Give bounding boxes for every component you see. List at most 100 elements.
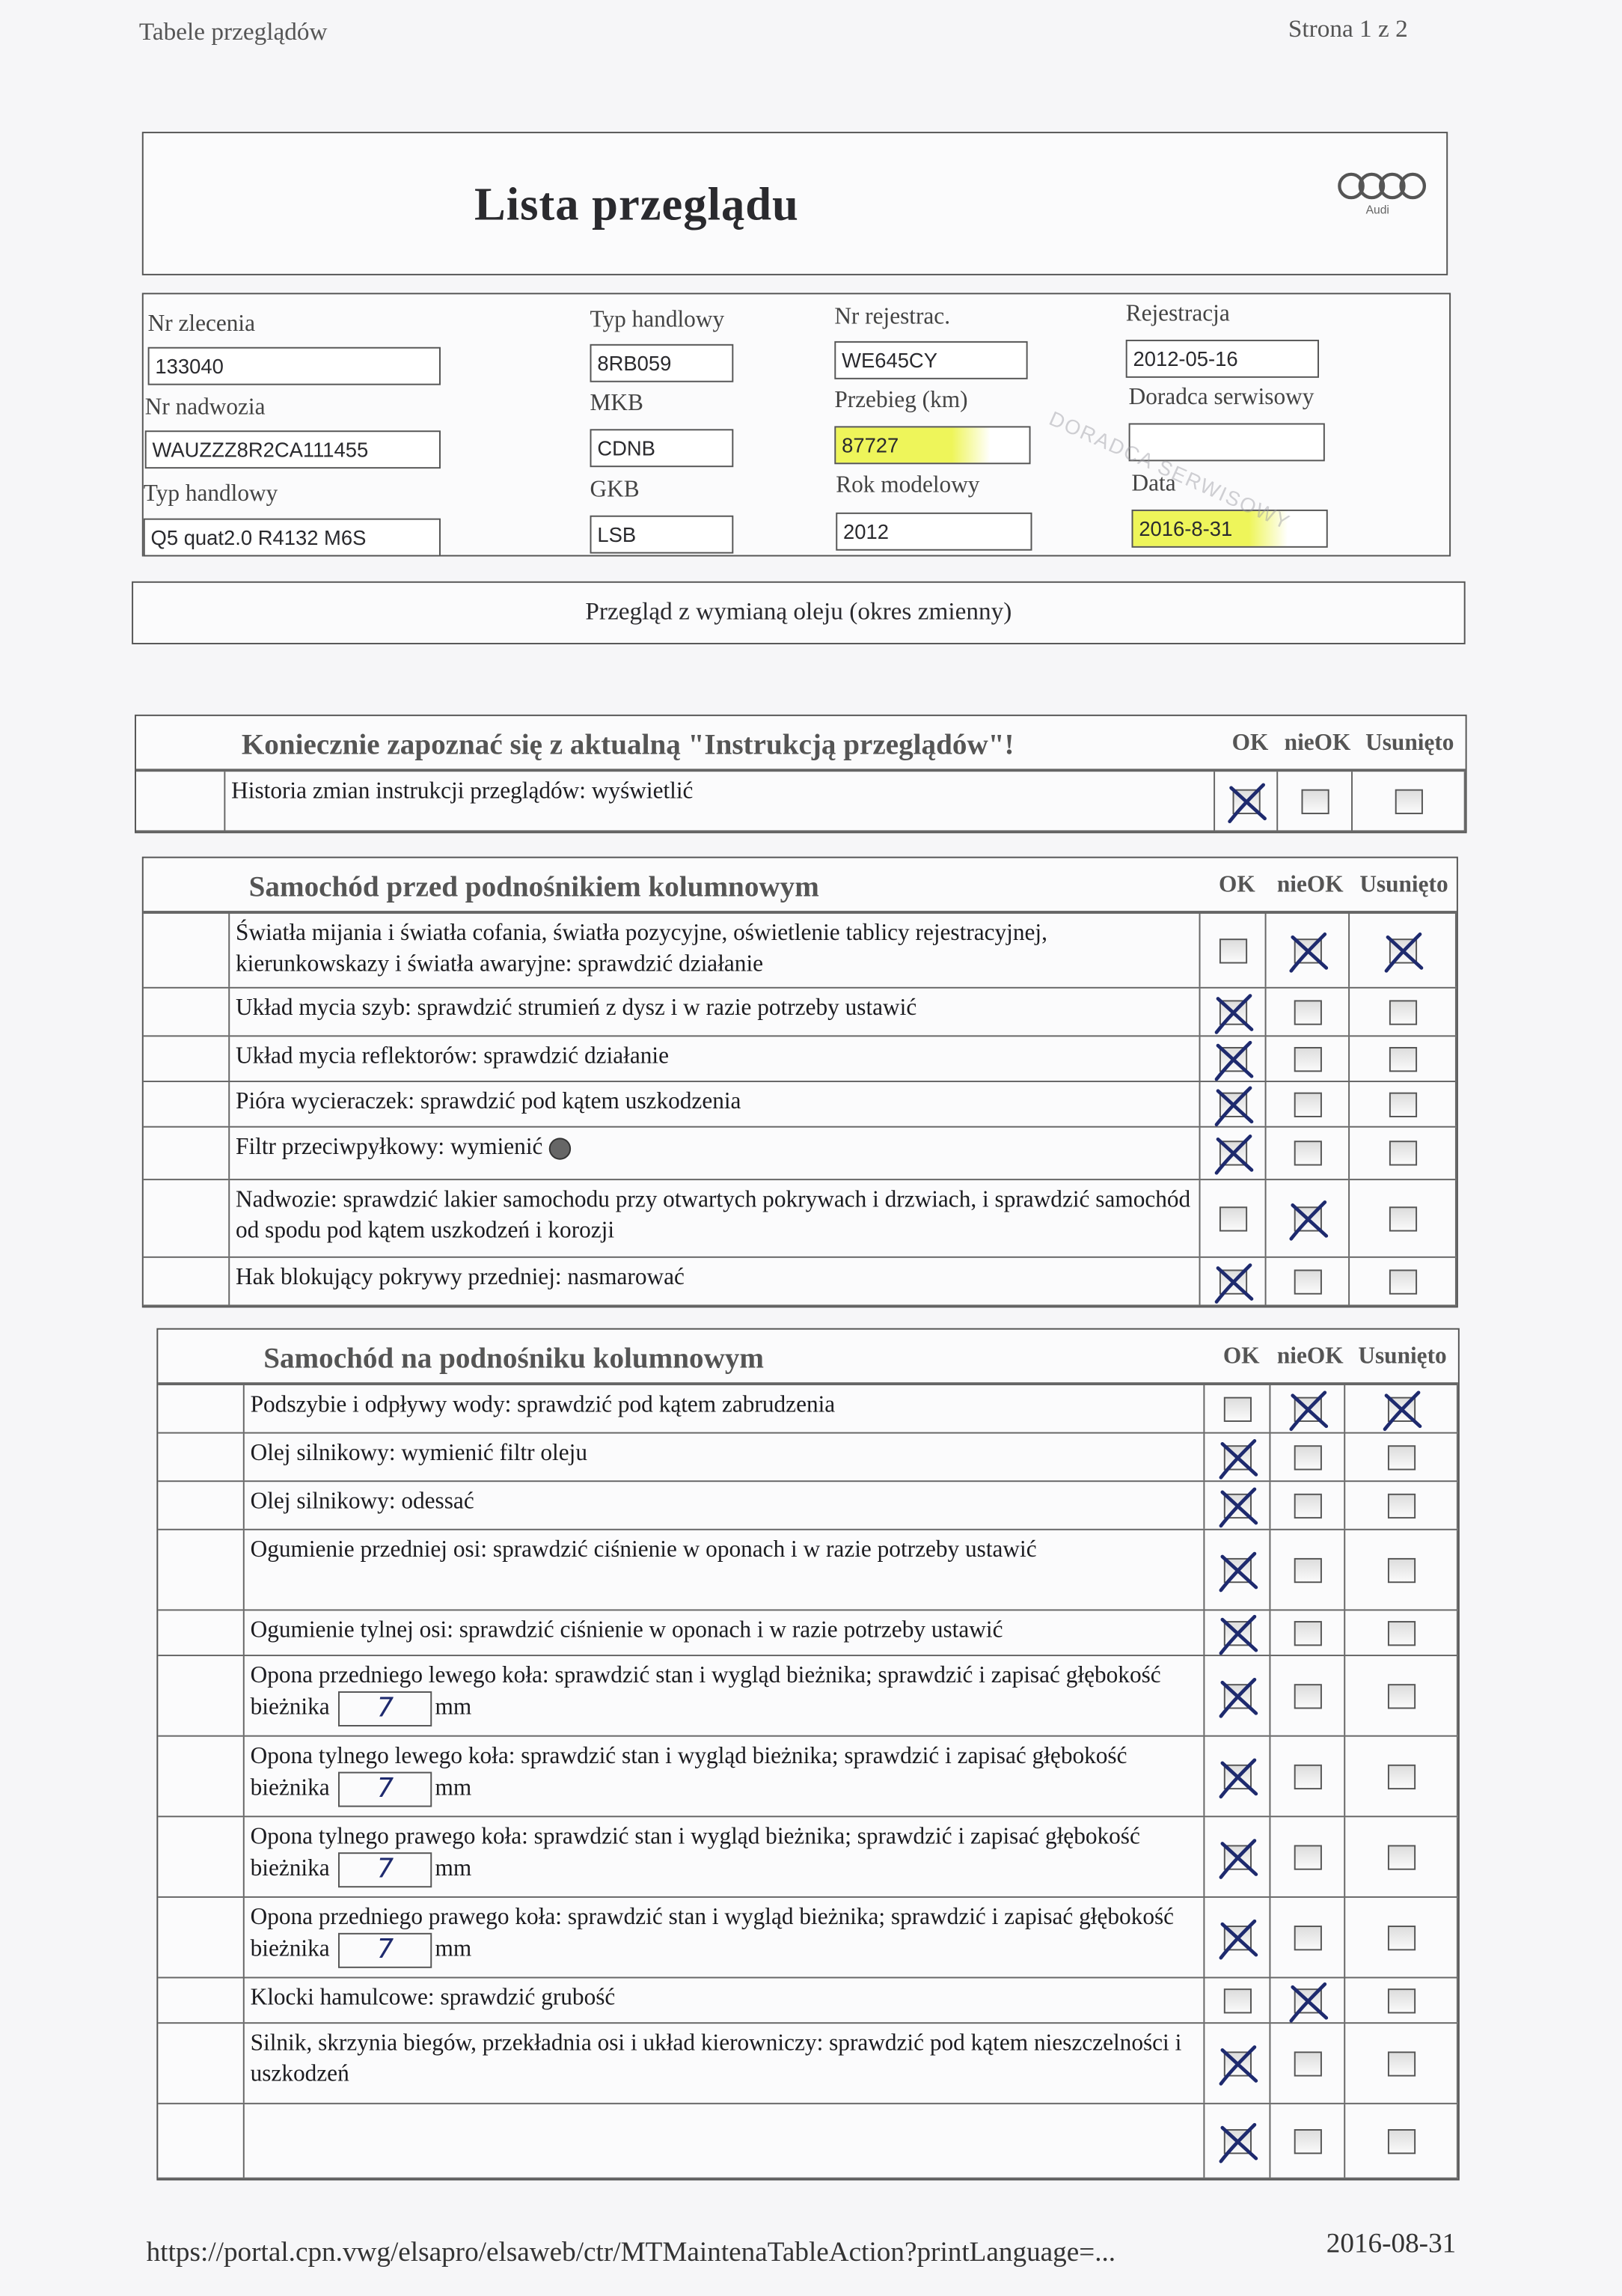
checkbox-box[interactable] (1386, 1763, 1416, 1789)
checkbox-ok[interactable] (1215, 772, 1279, 831)
checkbox-box[interactable] (1218, 1438, 1258, 1479)
checkbox-box[interactable] (1218, 1677, 1258, 1718)
checkbox-nieok[interactable] (1270, 1897, 1346, 1977)
checkbox-box[interactable] (1382, 1390, 1421, 1431)
checkbox-ok[interactable] (1200, 1082, 1267, 1126)
checkbox-usunieto[interactable] (1345, 1433, 1458, 1481)
checkbox-box[interactable] (1386, 1444, 1416, 1470)
checkbox-nieok[interactable] (1278, 772, 1353, 831)
checkbox-box[interactable] (1214, 1135, 1253, 1175)
checkbox-usunieto[interactable] (1350, 913, 1457, 987)
checkbox-box[interactable] (1218, 1486, 1258, 1527)
checkbox-box[interactable] (1293, 1925, 1321, 1950)
checkbox-box[interactable] (1288, 1200, 1328, 1240)
checkbox-usunieto[interactable] (1345, 1385, 1458, 1432)
checkbox-box[interactable] (1293, 1844, 1321, 1869)
checkbox-box[interactable] (1300, 788, 1329, 813)
checkbox-box[interactable] (1218, 1918, 1258, 1959)
checkbox-ok[interactable] (1205, 1385, 1271, 1432)
checkbox-nieok[interactable] (1267, 1036, 1350, 1081)
checkbox-box[interactable] (1388, 1206, 1417, 1231)
checkbox-nieok[interactable] (1267, 988, 1350, 1036)
checkbox-usunieto[interactable] (1350, 988, 1457, 1036)
checkbox-ok[interactable] (1205, 2024, 1271, 2103)
checkbox-nieok[interactable] (1267, 913, 1350, 987)
checkbox-nieok[interactable] (1267, 1082, 1350, 1126)
checkbox-box[interactable] (1293, 1492, 1321, 1518)
checkbox-nieok[interactable] (1270, 1385, 1346, 1432)
checkbox-ok[interactable] (1200, 1257, 1267, 1305)
checkbox-ok[interactable] (1205, 1433, 1271, 1481)
checkbox-box[interactable] (1218, 2045, 1258, 2085)
checkbox-box[interactable] (1388, 1046, 1417, 1072)
checkbox-box[interactable] (1293, 1141, 1321, 1166)
checkbox-ok[interactable] (1205, 1736, 1271, 1816)
checkbox-box[interactable] (1218, 1551, 1258, 1592)
checkbox-usunieto[interactable] (1345, 1610, 1458, 1655)
checkbox-box[interactable] (1386, 1557, 1416, 1583)
checkbox-usunieto[interactable] (1350, 1036, 1457, 1081)
checkbox-usunieto[interactable] (1350, 1127, 1457, 1179)
checkbox-ok[interactable] (1200, 1036, 1267, 1081)
checkbox-box[interactable] (1293, 2128, 1321, 2154)
checkbox-nieok[interactable] (1267, 1180, 1350, 1257)
checkbox-ok[interactable] (1200, 1180, 1267, 1257)
checkbox-usunieto[interactable] (1353, 772, 1466, 831)
checkbox-nieok[interactable] (1270, 2024, 1346, 2103)
checkbox-box[interactable] (1293, 1557, 1321, 1583)
checkbox-box[interactable] (1218, 1613, 1258, 1655)
checkbox-box[interactable] (1394, 788, 1422, 813)
checkbox-box[interactable] (1293, 1046, 1321, 1072)
checkbox-box[interactable] (1288, 932, 1328, 972)
checkbox-ok[interactable] (1205, 1897, 1271, 1977)
checkbox-ok[interactable] (1205, 1482, 1271, 1529)
checkbox-usunieto[interactable] (1345, 1978, 1458, 2023)
checkbox-box[interactable] (1288, 1390, 1328, 1431)
checkbox-box[interactable] (1218, 2122, 1258, 2163)
checkbox-ok[interactable] (1205, 1656, 1271, 1735)
checkbox-box[interactable] (1386, 1844, 1416, 1869)
checkbox-usunieto[interactable] (1345, 1530, 1458, 1610)
checkbox-box[interactable] (1293, 1444, 1321, 1470)
checkbox-box[interactable] (1386, 1492, 1416, 1518)
checkbox-nieok[interactable] (1270, 1530, 1346, 1610)
checkbox-box[interactable] (1218, 1757, 1258, 1798)
checkbox-box[interactable] (1293, 2051, 1321, 2076)
checkbox-ok[interactable] (1200, 1127, 1267, 1179)
checkbox-box[interactable] (1218, 1838, 1258, 1878)
checkbox-box[interactable] (1214, 1263, 1253, 1303)
checkbox-box[interactable] (1386, 2128, 1416, 2154)
checkbox-ok[interactable] (1205, 1817, 1271, 1896)
checkbox-usunieto[interactable] (1345, 1736, 1458, 1816)
checkbox-usunieto[interactable] (1350, 1082, 1457, 1126)
checkbox-nieok[interactable] (1270, 1433, 1346, 1481)
checkbox-usunieto[interactable] (1345, 1482, 1458, 1529)
checkbox-ok[interactable] (1205, 2104, 1271, 2178)
checkbox-nieok[interactable] (1270, 1656, 1346, 1735)
checkbox-box[interactable] (1293, 1763, 1321, 1789)
checkbox-box[interactable] (1293, 1683, 1321, 1709)
checkbox-box[interactable] (1386, 1620, 1416, 1646)
checkbox-ok[interactable] (1205, 1530, 1271, 1610)
checkbox-nieok[interactable] (1270, 1736, 1346, 1816)
checkbox-box[interactable] (1383, 932, 1423, 972)
checkbox-ok[interactable] (1205, 1978, 1271, 2023)
checkbox-box[interactable] (1388, 999, 1417, 1025)
checkbox-box[interactable] (1386, 1925, 1416, 1950)
checkbox-usunieto[interactable] (1350, 1180, 1457, 1257)
checkbox-box[interactable] (1293, 1620, 1321, 1646)
checkbox-box[interactable] (1386, 1988, 1416, 2013)
checkbox-nieok[interactable] (1270, 2104, 1346, 2178)
checkbox-nieok[interactable] (1270, 1978, 1346, 2023)
checkbox-ok[interactable] (1205, 1610, 1271, 1655)
checkbox-usunieto[interactable] (1345, 1656, 1458, 1735)
checkbox-box[interactable] (1222, 1396, 1252, 1421)
checkbox-box[interactable] (1293, 999, 1321, 1025)
checkbox-usunieto[interactable] (1345, 2104, 1458, 2178)
checkbox-usunieto[interactable] (1345, 1897, 1458, 1977)
checkbox-box[interactable] (1288, 1982, 1328, 2022)
checkbox-box[interactable] (1388, 1091, 1417, 1117)
checkbox-box[interactable] (1388, 1141, 1417, 1166)
checkbox-ok[interactable] (1200, 913, 1267, 987)
checkbox-box[interactable] (1222, 1988, 1252, 2013)
